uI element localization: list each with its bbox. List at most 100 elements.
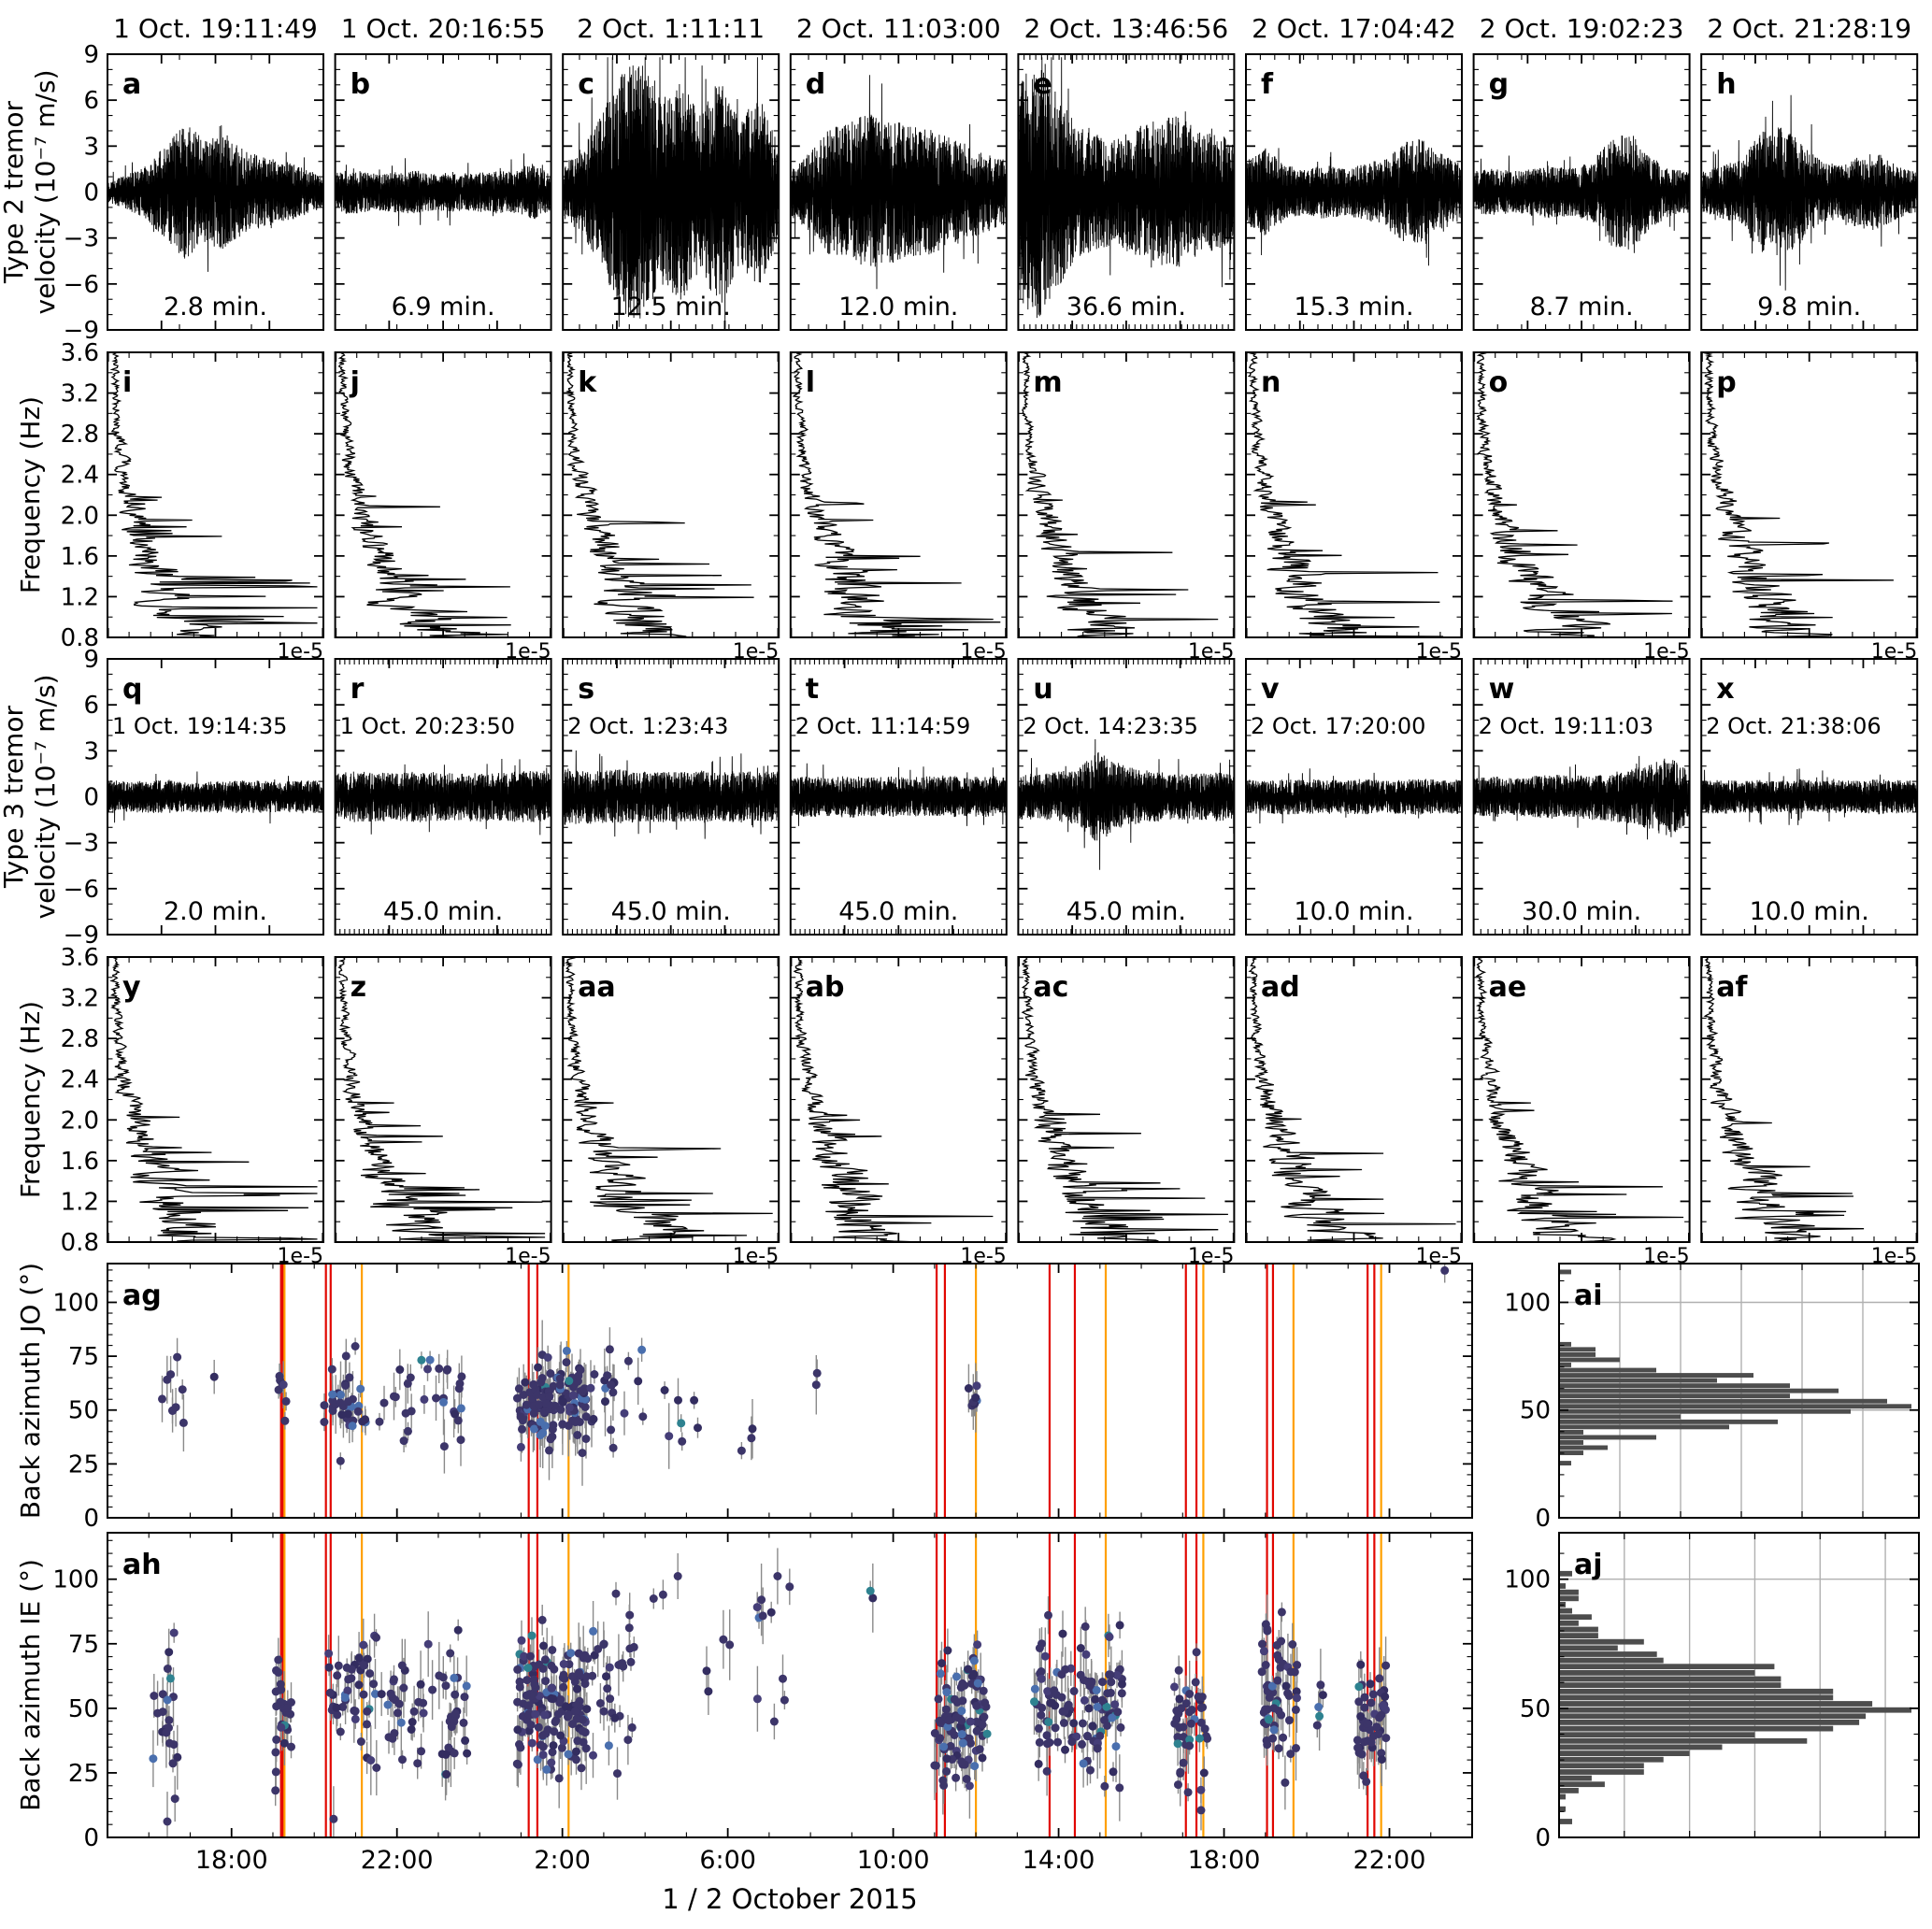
waveform-trace [1017, 57, 1235, 319]
panel-o: o1e-5 [1472, 351, 1691, 664]
panel-d: d 12.0 min. [789, 53, 1008, 331]
spectrum-trace [793, 956, 994, 1243]
spectrum-trace [564, 956, 773, 1243]
x-offset-label: 1e-5 [1188, 640, 1234, 664]
panel-letter: r [351, 673, 365, 706]
panel-letter: g [1489, 68, 1509, 101]
panel-letter: ae [1489, 971, 1527, 1004]
panel-letter: i [122, 366, 132, 399]
panel-z: z1e-5 [334, 956, 552, 1268]
x-offset-label: 1e-5 [278, 640, 323, 664]
duration-label: 45.0 min. [383, 897, 503, 926]
y-tick-label: −6 [64, 271, 99, 299]
y-tick-label: −3 [64, 225, 99, 253]
y-tick-label: 3 [83, 133, 99, 161]
y-tick-label: 3.2 [61, 985, 99, 1013]
waveform-trace [335, 153, 552, 226]
y-tick-label: 0.8 [61, 624, 99, 652]
panel-q: −9 −6 −3 0 3 6 9q 1 Oct. 19:14:35 2.0 min. [64, 646, 324, 950]
panel-f: f 15.3 min. [1245, 53, 1463, 331]
y-tick-label: 3.2 [61, 380, 99, 408]
panel-letter: t [806, 673, 819, 706]
panel-letter: aj [1574, 1549, 1603, 1581]
timestamp-label: 2 Oct. 11:14:59 [795, 713, 970, 739]
panel-letter: b [351, 68, 370, 101]
event-lines [279, 1264, 1382, 1518]
panel-letter: e [1033, 68, 1052, 101]
y-axis-label: Frequency (Hz) [15, 396, 46, 593]
panel-ah: 0 25 50 75 100 18:00 22:00 2:00 6:00 10:00 14:00 18… [52, 1532, 1473, 1875]
x-tick-label: 14:00 [1023, 1846, 1095, 1875]
x-offset-label: 1e-5 [505, 640, 551, 664]
y-tick-label: 100 [52, 1566, 99, 1594]
panel-letter: aa [578, 971, 616, 1004]
duration-label: 15.3 min. [1294, 293, 1413, 322]
panel-h: h 9.8 min. [1700, 53, 1919, 331]
x-offset-label: 1e-5 [1416, 1245, 1462, 1268]
spectrum-trace [1703, 351, 1894, 638]
panel-letter: y [122, 971, 141, 1004]
panel-m: m 1e-5 [1017, 351, 1236, 664]
timestamp-label: 2 Oct. 17:20:00 [1251, 713, 1425, 739]
duration-label: 12.0 min. [838, 293, 958, 322]
y-tick-label: 2.8 [61, 1025, 99, 1053]
spectrum-trace [109, 352, 318, 638]
panel-ag: 0 25 50 75 100 ag [52, 1263, 1473, 1533]
waveform-trace [790, 75, 1008, 290]
column-title: 2 Oct. 11:03:00 [796, 13, 1001, 44]
x-axis-label: 1 / 2 October 2015 [662, 1883, 917, 1915]
panel-letter: w [1489, 673, 1515, 706]
panel-x: x 2 Oct. 21:38:06 10.0 min. [1700, 658, 1919, 936]
y-tick-label: 50 [1520, 1695, 1551, 1723]
duration-label: 8.7 min. [1530, 293, 1634, 322]
duration-label: 12.5 min. [611, 293, 731, 322]
panel-letter: a [122, 68, 141, 101]
spectrum-trace [1248, 956, 1456, 1243]
panel-letter: h [1716, 68, 1736, 101]
y-tick-label: 2.4 [61, 462, 99, 490]
panel-aj: 0 50 100 aj [1504, 1532, 1920, 1852]
timestamp-label: 1 Oct. 19:14:35 [112, 713, 287, 739]
panel-a: −9 −6 −3 0 3 6 9a 2.8 min. [64, 41, 324, 345]
scatter-points [149, 1572, 1391, 1826]
y-tick-label: 1.6 [61, 543, 99, 571]
y-axis-label: Back azimuth IE (°) [15, 1559, 46, 1811]
waveform-trace [1245, 138, 1463, 266]
y-tick-label: 6 [83, 87, 99, 115]
column-titles: 1 Oct. 19:11:49 1 Oct. 20:16:55 2 Oct. 1:1… [113, 13, 1911, 44]
spectrum-trace [1476, 351, 1673, 638]
y-tick-label: 0 [83, 179, 99, 207]
panel-letter: v [1261, 673, 1280, 706]
panel-l: l 1e-5 [789, 351, 1008, 664]
x-offset-label: 1e-5 [1871, 1245, 1917, 1268]
x-tick-label: 18:00 [1188, 1846, 1261, 1875]
panel-s: s 2 Oct. 1:23:43 45.0 min. [562, 658, 780, 936]
x-tick-label: 18:00 [195, 1846, 268, 1875]
duration-label: 10.0 min. [1750, 897, 1869, 926]
spectrum-trace [1475, 956, 1684, 1243]
y-tick-label: 0 [83, 784, 99, 812]
duration-label: 45.0 min. [838, 897, 958, 926]
axis-frame [107, 1532, 1473, 1838]
x-tick-label: 22:00 [361, 1846, 434, 1875]
panel-b: b 6.9 min. [334, 53, 552, 331]
panel-letter: ad [1261, 971, 1300, 1004]
panel-letter: c [578, 68, 594, 101]
panel-ae: ae 1e-5 [1472, 956, 1691, 1268]
x-tick-label: 2:00 [534, 1846, 591, 1875]
y-tick-label: 50 [68, 1397, 99, 1425]
duration-label: 36.6 min. [1066, 293, 1186, 322]
y-axis-label: Frequency (Hz) [15, 1001, 46, 1198]
panel-letter: u [1033, 673, 1052, 706]
duration-label: 30.0 min. [1522, 897, 1641, 926]
axis-frame [107, 1263, 1473, 1519]
panel-i: 0.8 1.2 1.6 2.0 2.4 2.8 3.2 3.6 i 1e-5 [61, 339, 324, 664]
y-tick-label: 2.0 [61, 502, 99, 530]
spectrum-trace [565, 351, 754, 638]
panel-letter: m [1033, 366, 1062, 399]
column-title: 1 Oct. 20:16:55 [341, 13, 546, 44]
timestamp-label: 2 Oct. 19:11:03 [1479, 713, 1653, 739]
spectrum-trace [1021, 956, 1228, 1243]
